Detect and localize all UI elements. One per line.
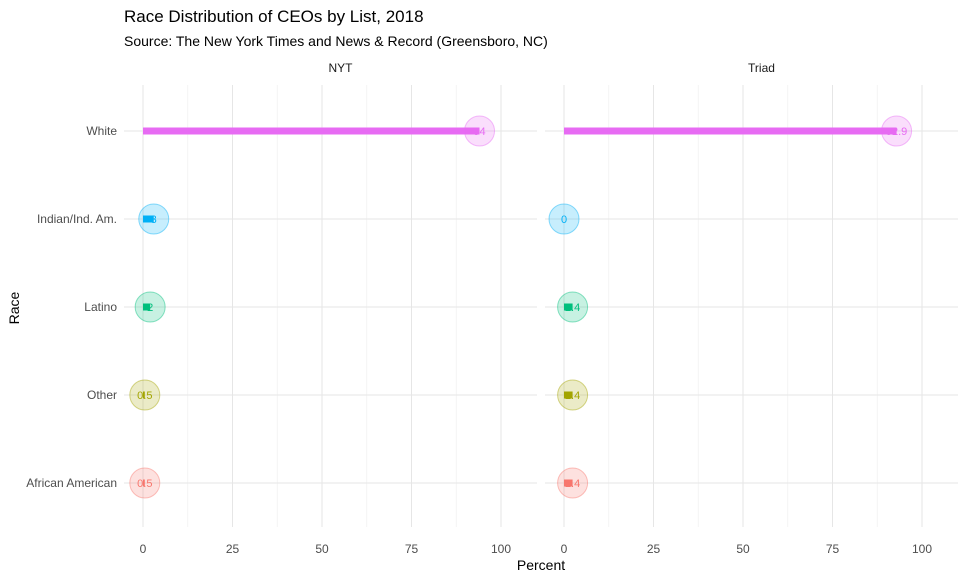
lollipop-point-african-american	[557, 467, 589, 499]
y-tick-label-african-american: African American	[26, 476, 117, 490]
lollipop-point-latino	[557, 291, 589, 323]
x-tick-label: 75	[405, 542, 419, 556]
data-label: 2.4	[565, 478, 580, 490]
y-tick-label-other: Other	[87, 388, 117, 402]
data-label: 94	[473, 126, 485, 138]
lollipop-point-other	[557, 379, 589, 411]
y-tick-label-white: White	[86, 124, 117, 138]
x-tick-label: 75	[826, 542, 840, 556]
panel-nyt: NYT 0 25 50 75 100 94 3 2 0.5 0.5	[124, 61, 537, 556]
x-tick-label: 100	[912, 542, 932, 556]
data-label: 3	[151, 214, 157, 226]
x-tick-label: 100	[491, 542, 511, 556]
y-tick-label-latino: Latino	[84, 300, 117, 314]
data-label: 2.4	[565, 302, 580, 314]
panel-label-triad: Triad	[748, 61, 775, 75]
lollipop-point-other	[129, 379, 161, 411]
data-label: 2.4	[565, 390, 580, 402]
data-label: 92.9	[886, 126, 907, 138]
chart-title: Race Distribution of CEOs by List, 2018	[124, 7, 424, 26]
x-tick-label: 25	[647, 542, 661, 556]
panel-triad: Triad 0 25 50 75 100 92.9 0 2.4 2.4 2.4	[545, 61, 958, 556]
data-label: 2	[147, 302, 153, 314]
chart-subtitle: Source: The New York Times and News & Re…	[124, 33, 548, 49]
lollipop-point-white	[464, 115, 496, 147]
x-tick-label: 50	[736, 542, 750, 556]
x-tick-label: 50	[315, 542, 329, 556]
x-tick-label: 0	[561, 542, 568, 556]
data-label: 0	[561, 214, 567, 226]
data-label: 0.5	[137, 478, 152, 490]
y-axis-title: Race	[6, 291, 22, 324]
lollipop-point-indian-ind-am	[548, 203, 580, 235]
data-label: 0.5	[137, 390, 152, 402]
x-axis-title: Percent	[517, 557, 565, 573]
y-tick-label-indian-ind-am: Indian/Ind. Am.	[37, 212, 117, 226]
panel-label-nyt: NYT	[329, 61, 354, 75]
plot-area: NYT 0 25 50 75 100 94 3 2 0.5 0.5 Triad 0 25 50 75 100 92…	[26, 61, 958, 556]
lollipop-point-african-american	[129, 467, 161, 499]
x-tick-label: 0	[140, 542, 147, 556]
lollipop-point-white	[881, 115, 913, 147]
lollipop-point-latino	[134, 291, 166, 323]
x-tick-label: 25	[226, 542, 240, 556]
lollipop-point-indian-ind-am	[138, 203, 170, 235]
